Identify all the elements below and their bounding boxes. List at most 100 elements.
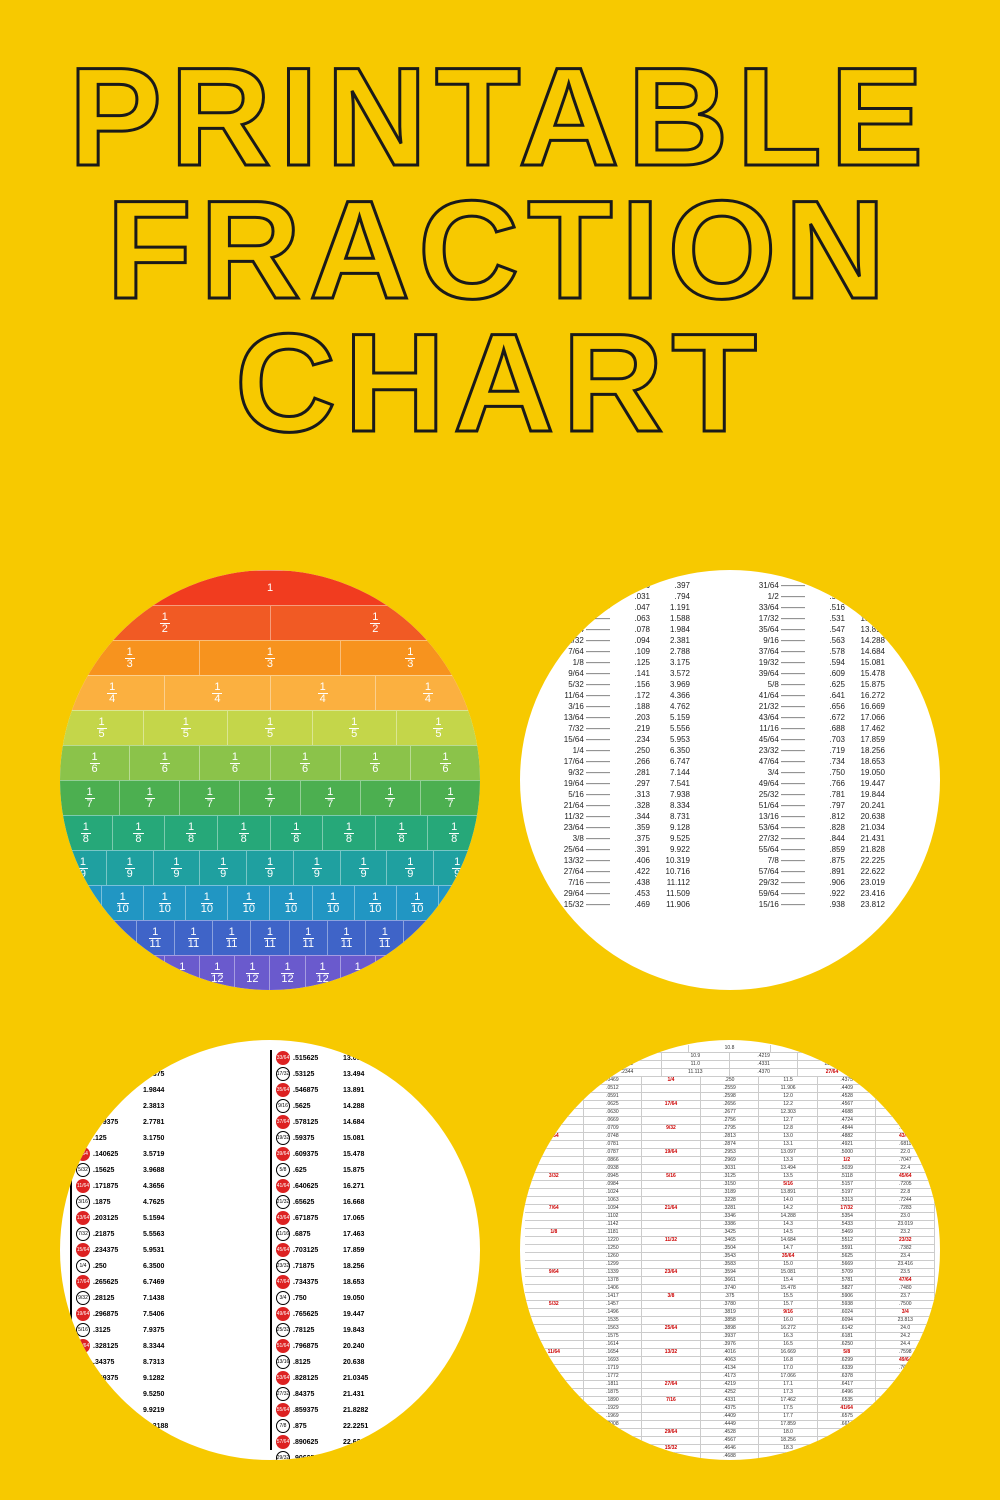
grid-cell: 5/8 <box>818 1349 877 1356</box>
grid-cell: .5313 <box>818 1197 877 1204</box>
grid-cell: .2087 <box>584 1437 643 1444</box>
badged-row: 21/64.3281258.3344 <box>76 1338 270 1354</box>
fraction-badge: 3/16 <box>76 1195 90 1209</box>
grid-cell <box>525 1197 584 1204</box>
grid-cell: .4567 <box>818 1101 877 1108</box>
grid-cell: 16.8 <box>759 1357 818 1364</box>
grid-cell: .0512 <box>584 1085 643 1092</box>
grid-cell: .5781 <box>818 1277 877 1284</box>
grid-row: 1/8.1181.342514.5.546923.2 <box>525 1229 935 1237</box>
grid-row: .0512.255911.906.440916.0 <box>525 1085 935 1093</box>
fraction-cell: 19 <box>247 851 294 885</box>
grid-cell: 27/64 <box>642 1381 701 1388</box>
badged-row: 37/64.57812514.684 <box>276 1114 470 1130</box>
grid-row: .07099/32.279512.8.4844.6693 <box>525 1125 935 1133</box>
grid-cell: .2598 <box>701 1093 760 1100</box>
grid-row: .1250.350414.7.5591.7382 <box>525 1245 935 1253</box>
grid-cell: 13.5 <box>759 1173 818 1180</box>
fraction-badge: 11/32 <box>76 1355 90 1369</box>
grid-cell: 45/64 <box>876 1173 935 1180</box>
grid-cell <box>525 1165 584 1172</box>
badged-row: 45/64.70312517.859 <box>276 1242 470 1258</box>
grid-cell <box>525 1413 584 1420</box>
grid-row: .181127/64.421917.1.641724.8 <box>525 1381 935 1389</box>
grid-cell <box>642 1197 701 1204</box>
grid-cell: 14.288 <box>759 1213 818 1220</box>
fraction-badge: 39/64 <box>276 1147 290 1161</box>
fraction-cell: 16 <box>271 746 341 780</box>
grid-cell: .5157 <box>818 1181 877 1188</box>
grid-cell: .2677 <box>701 1109 760 1116</box>
grid-cell: 5/16 <box>759 1181 818 1188</box>
grid-row: .1693.406316.8.629949/64 <box>525 1357 935 1365</box>
badged-row: 1/8.1253.1750 <box>76 1130 270 1146</box>
decimal-row: 5/32 ———.1563.969 <box>560 679 745 690</box>
decimal-row: 25/64 ———.3919.922 <box>560 844 745 855</box>
fraction-cell: 12 <box>271 606 481 640</box>
grid-row: .18907/16.433117.462.653525.0 <box>525 1397 935 1405</box>
grid-cell: .4528 <box>701 1429 760 1436</box>
grid-row: .0984.31505/16.5157.7205 <box>525 1181 935 1189</box>
fraction-cell: 110 <box>186 886 228 920</box>
grid-cell: .4688 <box>818 1109 877 1116</box>
grid-cell: .375 <box>701 1293 760 1300</box>
grid-cell: 24.8 <box>876 1381 935 1388</box>
grid-cell <box>642 1317 701 1324</box>
fraction-cell: 17 <box>421 781 480 815</box>
grid-cell: .5938 <box>818 1301 877 1308</box>
fraction-cell: 16 <box>341 746 411 780</box>
fraction-badge: 49/64 <box>276 1307 290 1321</box>
grid-cell <box>642 1109 701 1116</box>
grid-cell <box>525 1445 584 1452</box>
grid-cell: 23.2 <box>876 1229 935 1236</box>
grid-cell <box>642 1285 701 1292</box>
grid-cell <box>876 1437 935 1444</box>
grid-cell: 43/64 <box>818 1445 877 1452</box>
grid-cell <box>642 1421 701 1428</box>
grid-cell: 23.0 <box>876 1213 935 1220</box>
grid-cell: .0630 <box>584 1109 643 1116</box>
grid-cell: .250 <box>701 1077 760 1084</box>
decimal-row: 17/64 ———.2666.747 <box>560 756 745 767</box>
badged-row: 3/64.0468751.1906 <box>76 1050 270 1066</box>
grid-row: 5/64.0748.281313.0.488243/64 <box>525 1133 935 1141</box>
decimal-row: 19/64 ———.2977.541 <box>560 778 745 789</box>
grid-cell: .6654 <box>818 1429 877 1436</box>
fraction-cell: 16 <box>200 746 270 780</box>
decimal-row: 15/64 ———.2345.953 <box>560 734 745 745</box>
grid-cell: .0787 <box>584 1149 643 1156</box>
grid-cell <box>525 1309 584 1316</box>
grid-cell: .6024 <box>818 1309 877 1316</box>
grid-cell: .4219 <box>730 1053 798 1060</box>
decimal-row: 19/32 ———.59415.081 <box>755 657 940 668</box>
grid-cell: .6811 <box>876 1141 935 1148</box>
grid-cell: .7598 <box>876 1349 935 1356</box>
decimal-row: 3/16 ———.1884.762 <box>560 701 745 712</box>
grid-cell: 3/32 <box>525 1173 584 1180</box>
grid-cell: 15.081 <box>759 1269 818 1276</box>
decimal-row: 15/32 ———.46911.906 <box>560 899 745 910</box>
fraction-cell: 16 <box>411 746 480 780</box>
fraction-badge: 13/64 <box>76 1211 90 1225</box>
grid-row: .0781.287413.1.4921.6811 <box>525 1141 935 1149</box>
fraction-cell: 15 <box>313 711 397 745</box>
fraction-cell: 1 <box>60 571 480 605</box>
fraction-cell: 110 <box>355 886 397 920</box>
fraction-cell: 110 <box>313 886 355 920</box>
grid-cell: .1563 <box>584 1325 643 1332</box>
grid-cell: .5512 <box>818 1237 877 1244</box>
grid-cell: .9055 <box>876 1077 935 1084</box>
grid-cell: .6142 <box>818 1325 877 1332</box>
fraction-badge: 11/64 <box>76 1179 90 1193</box>
grid-cell: .6693 <box>876 1125 935 1132</box>
fraction-cell: 111 <box>366 921 404 955</box>
grid-cell: .4409 <box>818 1085 877 1092</box>
badged-row: 23/32.7187518.256 <box>276 1258 470 1274</box>
grid-row: .1260.354335/64.562523.4 <box>525 1253 935 1261</box>
grid-cell <box>876 1421 935 1428</box>
grid-cell <box>525 1221 584 1228</box>
grid-cell: .1250 <box>584 1245 643 1252</box>
grid-cell: 5/64 <box>525 1133 584 1140</box>
grid-cell: 15.5 <box>759 1293 818 1300</box>
grid-row: .1969.440917.7.6575 <box>525 1413 935 1421</box>
